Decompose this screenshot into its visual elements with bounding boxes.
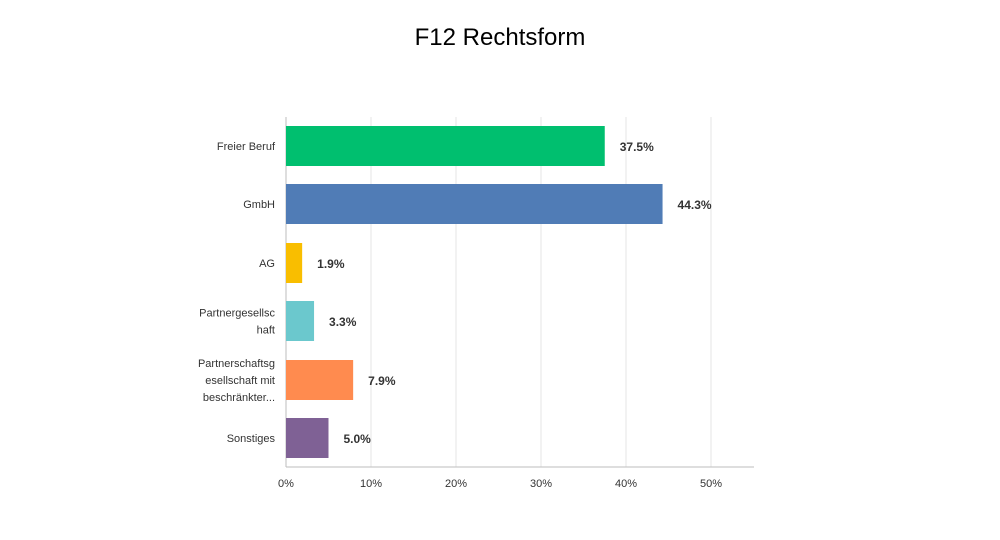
chart-title: F12 Rechtsform	[414, 24, 586, 51]
bar	[286, 126, 605, 166]
data-label: 37.5%	[620, 140, 654, 154]
x-tick-label: 0%	[278, 478, 294, 490]
data-label: 1.9%	[317, 257, 345, 271]
data-label: 7.9%	[368, 374, 396, 388]
bar	[286, 243, 303, 283]
x-tick-label: 50%	[700, 478, 722, 490]
data-label: 3.3%	[329, 315, 357, 329]
category-label-line: esellschaft mit	[205, 375, 275, 387]
category-label: AG	[259, 258, 275, 270]
category-label-line: AG	[259, 258, 275, 270]
category-label-line: Freier Beruf	[217, 141, 276, 153]
bar	[286, 360, 354, 400]
category-label-line: haft	[257, 325, 275, 337]
category-label: Partnerschaftsg esellschaft mit beschränkt…	[198, 358, 275, 404]
bar	[286, 301, 315, 341]
x-tick-label: 10%	[360, 478, 382, 490]
category-label: GmbH	[243, 199, 275, 211]
category-label-line: GmbH	[243, 199, 275, 211]
bar	[286, 418, 329, 458]
bar	[286, 184, 663, 224]
category-label-line: Sonstiges	[227, 433, 276, 445]
category-label-line: Partnergesellsc	[199, 308, 275, 320]
category-label-line: Partnerschaftsg	[198, 358, 275, 370]
data-label: 44.3%	[678, 198, 712, 212]
category-label: Sonstiges	[227, 433, 276, 445]
x-tick-label: 20%	[445, 478, 467, 490]
category-label-line: beschränkter...	[203, 392, 275, 404]
data-label: 5.0%	[344, 432, 372, 446]
category-label: Partnergesellsc haft	[199, 308, 275, 337]
x-tick-label: 30%	[530, 478, 552, 490]
x-tick-label: 40%	[615, 478, 637, 490]
category-label: Freier Beruf	[217, 141, 276, 153]
